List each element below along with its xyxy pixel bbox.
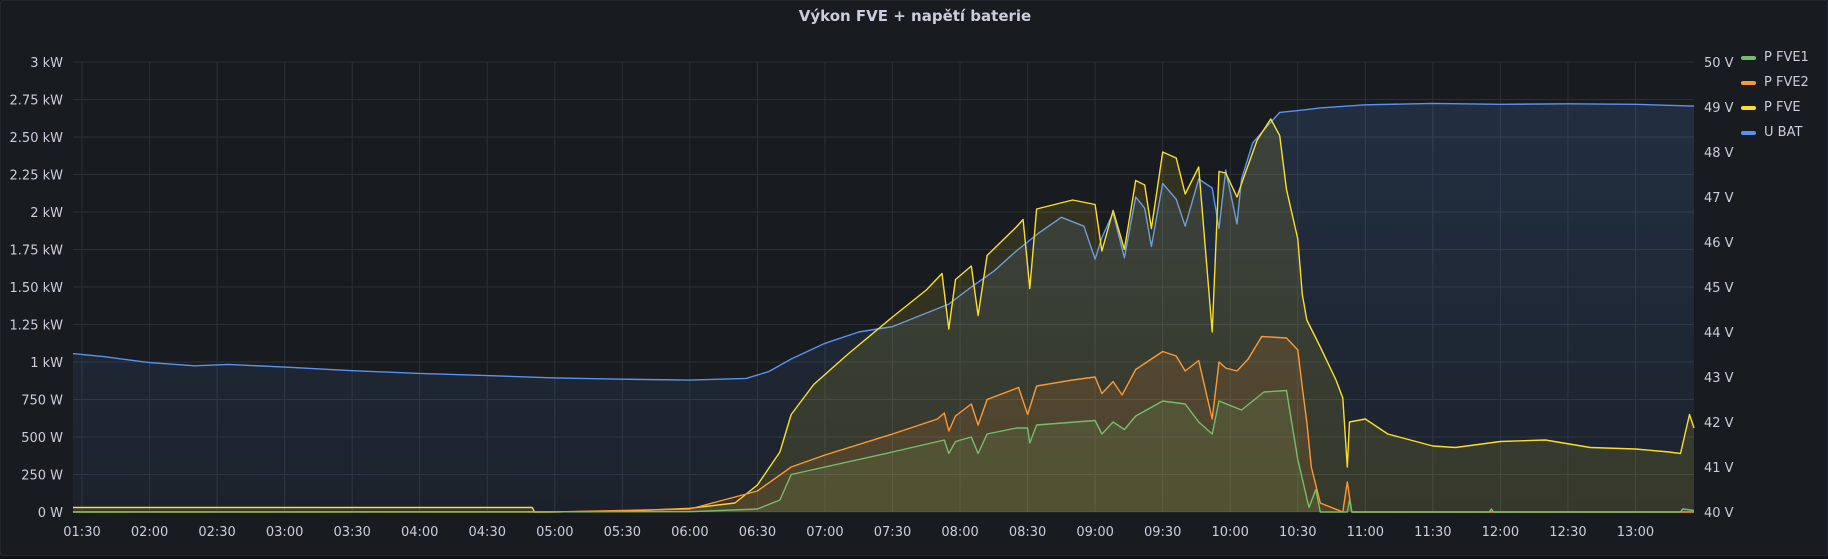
x-tick-label: 12:00 (1482, 525, 1519, 540)
x-tick-label: 10:30 (1279, 525, 1316, 540)
legend-item-p-fve2[interactable]: P FVE2 (1741, 70, 1809, 95)
right-tick-label: 41 V (1704, 461, 1734, 476)
right-tick-label: 47 V (1704, 191, 1734, 206)
x-tick-label: 11:30 (1414, 525, 1451, 540)
right-tick-label: 46 V (1704, 236, 1734, 251)
series-layer (72, 102, 1695, 513)
x-tick-label: 02:30 (198, 525, 235, 540)
series-line-p-fve1 (72, 389, 1695, 513)
x-tick-label: 08:30 (1009, 525, 1046, 540)
right-tick-label: 49 V (1704, 101, 1734, 116)
series-line-u-bat (72, 102, 1695, 381)
x-tick-label: 10:00 (1211, 525, 1248, 540)
legend-label: U BAT (1764, 125, 1803, 140)
right-tick-label: 45 V (1704, 281, 1734, 296)
left-tick-label: 500 W (21, 431, 63, 446)
series-area-u-bat (73, 103, 1694, 513)
right-tick-label: 43 V (1704, 371, 1734, 386)
left-tick-label: 2.50 kW (10, 131, 64, 146)
x-tick-label: 11:00 (1347, 525, 1384, 540)
chart-legend: P FVE1 P FVE2 P FVE U BAT (1741, 45, 1809, 145)
x-tick-label: 02:00 (131, 525, 168, 540)
left-y-axis: 0 W 250 W 500 W 750 W 1 kW 1.25 kW 1.50 kW 1.75… (10, 56, 64, 521)
right-y-axis: 40 V 41 V 42 V 43 V 44 V 45 V 46 V 47 V 48 V 49 V… (1704, 56, 1734, 521)
legend-swatch (1741, 130, 1756, 135)
x-tick-label: 07:30 (874, 525, 911, 540)
series-area-p-fve (73, 119, 1694, 512)
x-tick-label: 05:00 (536, 525, 573, 540)
bottom-strip (0, 556, 1828, 559)
x-tick-label: 13:00 (1617, 525, 1654, 540)
left-tick-label: 1.25 kW (10, 319, 64, 334)
x-tick-label: 09:00 (1076, 525, 1113, 540)
x-tick-label: 01:30 (63, 525, 100, 540)
legend-swatch (1741, 105, 1756, 110)
right-tick-label: 40 V (1704, 506, 1734, 521)
left-tick-label: 3 kW (30, 56, 63, 71)
x-tick-label: 12:30 (1549, 525, 1586, 540)
left-tick-label: 2.25 kW (10, 169, 64, 184)
series-line-p-fve2 (73, 335, 1694, 513)
x-tick-label: 07:00 (806, 525, 843, 540)
left-tick-label: 0 W (38, 506, 63, 521)
series-line-p-fve (73, 118, 1695, 513)
x-tick-label: 05:30 (604, 525, 641, 540)
legend-label: P FVE (1764, 100, 1801, 115)
right-tick-label: 48 V (1704, 146, 1734, 161)
x-tick-label: 08:00 (941, 525, 978, 540)
x-tick-label: 03:00 (266, 525, 303, 540)
series-area-p-fve2 (73, 336, 1694, 512)
left-tick-label: 2.75 kW (10, 94, 64, 109)
legend-label: P FVE2 (1764, 75, 1809, 90)
left-tick-label: 1.75 kW (10, 244, 64, 259)
left-tick-label: 1 kW (30, 356, 63, 371)
legend-item-p-fve[interactable]: P FVE (1741, 95, 1809, 120)
legend-label: P FVE1 (1764, 50, 1809, 65)
right-tick-label: 50 V (1704, 56, 1734, 71)
x-tick-label: 09:30 (1144, 525, 1181, 540)
left-tick-label: 2 kW (30, 206, 63, 221)
left-tick-label: 1.50 kW (10, 281, 64, 296)
x-tick-label: 03:30 (333, 525, 370, 540)
x-tick-label: 06:00 (671, 525, 708, 540)
x-tick-label: 04:00 (401, 525, 438, 540)
right-tick-label: 42 V (1704, 416, 1734, 431)
right-tick-label: 44 V (1704, 326, 1734, 341)
legend-item-p-fve1[interactable]: P FVE1 (1741, 45, 1809, 70)
legend-swatch (1741, 55, 1756, 60)
x-tick-label: 06:30 (739, 525, 776, 540)
legend-swatch (1741, 80, 1756, 85)
panel-title: Výkon FVE + napětí baterie (798, 7, 1032, 25)
x-axis: 01:30 02:00 02:30 03:00 03:30 04:00 04:30 05:00… (63, 525, 1654, 540)
left-tick-label: 250 W (21, 469, 63, 484)
legend-item-u-bat[interactable]: U BAT (1741, 120, 1809, 145)
series-area-p-fve1 (73, 390, 1694, 512)
left-tick-label: 750 W (21, 394, 63, 409)
x-tick-label: 04:30 (469, 525, 506, 540)
